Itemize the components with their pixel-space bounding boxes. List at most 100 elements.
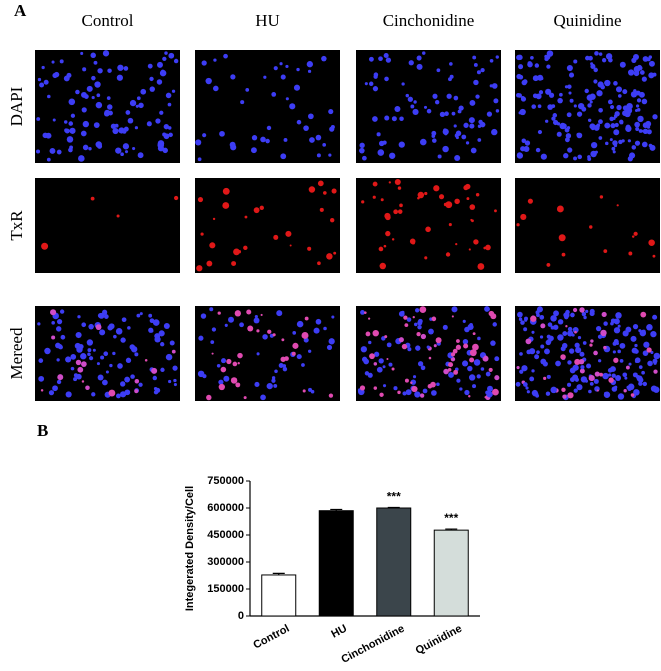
nucleus bbox=[627, 139, 631, 143]
nucleus bbox=[436, 382, 440, 387]
nucleus bbox=[48, 390, 55, 396]
nucleus bbox=[273, 66, 278, 71]
nucleus bbox=[307, 69, 312, 73]
nucleus bbox=[173, 58, 179, 64]
nucleus bbox=[44, 347, 51, 355]
panel-label: B bbox=[37, 421, 48, 440]
nucleus bbox=[475, 94, 480, 99]
nucleus bbox=[484, 306, 490, 312]
nucleus bbox=[609, 116, 614, 122]
nucleus bbox=[41, 65, 45, 70]
nucleus bbox=[402, 391, 407, 396]
nucleus bbox=[91, 95, 95, 100]
nucleus bbox=[51, 321, 55, 325]
nucleus bbox=[389, 152, 396, 159]
nucleus bbox=[150, 329, 154, 333]
nucleus bbox=[519, 369, 524, 374]
nucleus bbox=[426, 345, 430, 349]
nucleus bbox=[609, 366, 616, 373]
nucleus bbox=[598, 107, 603, 113]
nucleus bbox=[127, 117, 134, 124]
signal bbox=[492, 388, 499, 396]
nucleus bbox=[413, 322, 418, 327]
y-tick-label: 750000 bbox=[207, 475, 244, 487]
nucleus bbox=[123, 126, 129, 132]
nucleus bbox=[130, 374, 135, 379]
nucleus bbox=[476, 374, 481, 379]
nucleus bbox=[446, 93, 452, 99]
nucleus bbox=[374, 351, 380, 357]
signal bbox=[196, 265, 203, 272]
nucleus bbox=[195, 139, 202, 146]
nucleus bbox=[448, 371, 454, 378]
nucleus bbox=[73, 373, 78, 378]
nucleus bbox=[372, 116, 378, 122]
nucleus bbox=[462, 339, 469, 345]
nucleus bbox=[583, 315, 587, 320]
panel-label: A bbox=[14, 1, 27, 20]
nucleus bbox=[653, 352, 661, 360]
nucleus bbox=[398, 311, 405, 317]
signal bbox=[411, 385, 418, 393]
nucleus bbox=[394, 106, 401, 113]
nucleus bbox=[271, 378, 276, 383]
nucleus bbox=[584, 88, 589, 94]
nucleus bbox=[540, 153, 547, 160]
nucleus bbox=[596, 90, 603, 97]
nucleus bbox=[527, 61, 532, 66]
error-bar bbox=[445, 528, 458, 531]
nucleus bbox=[536, 350, 540, 355]
nucleus bbox=[124, 376, 131, 383]
signal bbox=[235, 382, 241, 388]
nucleus bbox=[159, 110, 164, 115]
nucleus bbox=[37, 77, 42, 82]
nucleus bbox=[315, 318, 322, 325]
nucleus bbox=[276, 310, 283, 317]
nucleus bbox=[156, 79, 163, 85]
nucleus bbox=[282, 366, 288, 372]
nucleus bbox=[112, 127, 119, 135]
nucleus bbox=[627, 156, 633, 162]
nucleus bbox=[364, 82, 368, 86]
nucleus bbox=[522, 79, 528, 85]
nucleus bbox=[468, 117, 475, 124]
nucleus bbox=[652, 114, 658, 120]
nucleus bbox=[525, 386, 529, 390]
nucleus bbox=[495, 55, 499, 59]
signal bbox=[372, 181, 378, 187]
nucleus bbox=[642, 128, 649, 135]
nucleus bbox=[473, 63, 478, 67]
nucleus bbox=[437, 154, 442, 159]
nucleus bbox=[368, 56, 374, 62]
nucleus bbox=[468, 374, 476, 381]
signal bbox=[244, 215, 248, 219]
nucleus bbox=[96, 362, 100, 366]
nucleus bbox=[209, 307, 214, 312]
nucleus bbox=[646, 324, 653, 331]
nucleus bbox=[152, 375, 158, 381]
nucleus bbox=[453, 95, 459, 101]
nucleus bbox=[163, 124, 169, 130]
nucleus bbox=[117, 363, 123, 369]
nucleus bbox=[98, 312, 105, 319]
x-tick-label: Quinidine bbox=[414, 623, 464, 657]
nucleus bbox=[456, 378, 461, 383]
nucleus bbox=[51, 60, 55, 64]
nucleus bbox=[384, 76, 389, 82]
nucleus bbox=[410, 104, 415, 109]
nucleus bbox=[609, 138, 613, 142]
signal bbox=[368, 317, 371, 320]
signal bbox=[451, 315, 454, 318]
signal bbox=[246, 309, 252, 315]
signal bbox=[81, 380, 85, 383]
nucleus bbox=[120, 391, 127, 398]
nucleus bbox=[125, 357, 132, 364]
nucleus bbox=[617, 94, 622, 98]
nucleus bbox=[594, 371, 600, 377]
x-tick-label: Cinchonidine bbox=[339, 623, 406, 666]
nucleus bbox=[368, 81, 374, 86]
signal bbox=[630, 393, 635, 397]
nucleus bbox=[331, 315, 335, 319]
nucleus bbox=[614, 122, 619, 128]
nucleus bbox=[382, 384, 387, 388]
